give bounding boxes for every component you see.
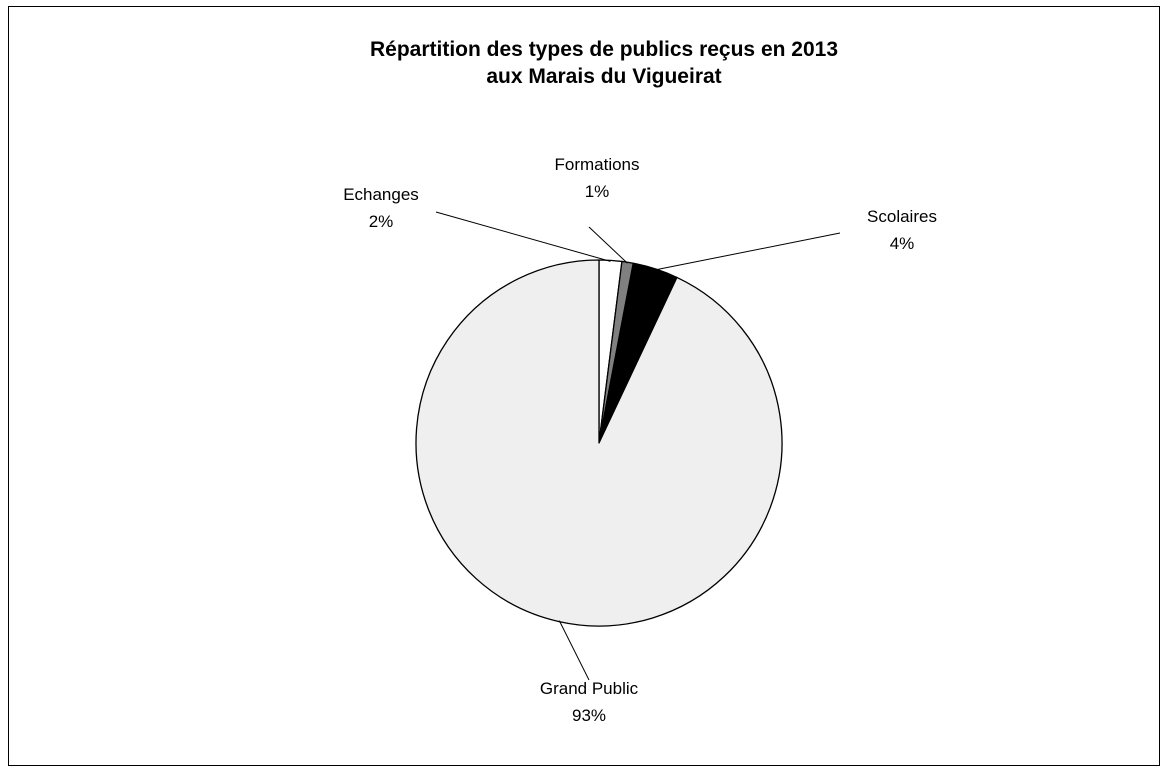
chart-title-line-1: Répartition des types de publics reçus e…: [370, 38, 838, 61]
leader-line-echanges: [435, 211, 611, 262]
slice-value-formations: 1%: [585, 182, 610, 201]
slice-label-formations: Formations: [554, 155, 639, 174]
leader-line-formations: [588, 226, 628, 264]
slice-label-echanges: Echanges: [343, 185, 419, 204]
slice-labels: Echanges 2% Formations 1% Scolaires 4% Grand P…: [343, 155, 937, 725]
pie-slices: [415, 259, 783, 627]
slice-value-echanges: 2%: [369, 212, 394, 231]
slice-value-scolaires: 4%: [890, 234, 915, 253]
pie-slice-grand-public: [415, 259, 783, 627]
chart-title: Répartition des types de publics reçus e…: [0, 36, 1172, 90]
leader-line-scolaires: [655, 232, 841, 271]
leader-line-grand-public: [558, 620, 590, 681]
leader-lines: [435, 211, 841, 681]
chart-title-line-2: aux Marais du Vigueirat: [486, 65, 722, 88]
slice-label-grand-public: Grand Public: [540, 679, 639, 698]
slice-label-scolaires: Scolaires: [867, 207, 937, 226]
slice-value-grand-public: 93%: [572, 706, 606, 725]
